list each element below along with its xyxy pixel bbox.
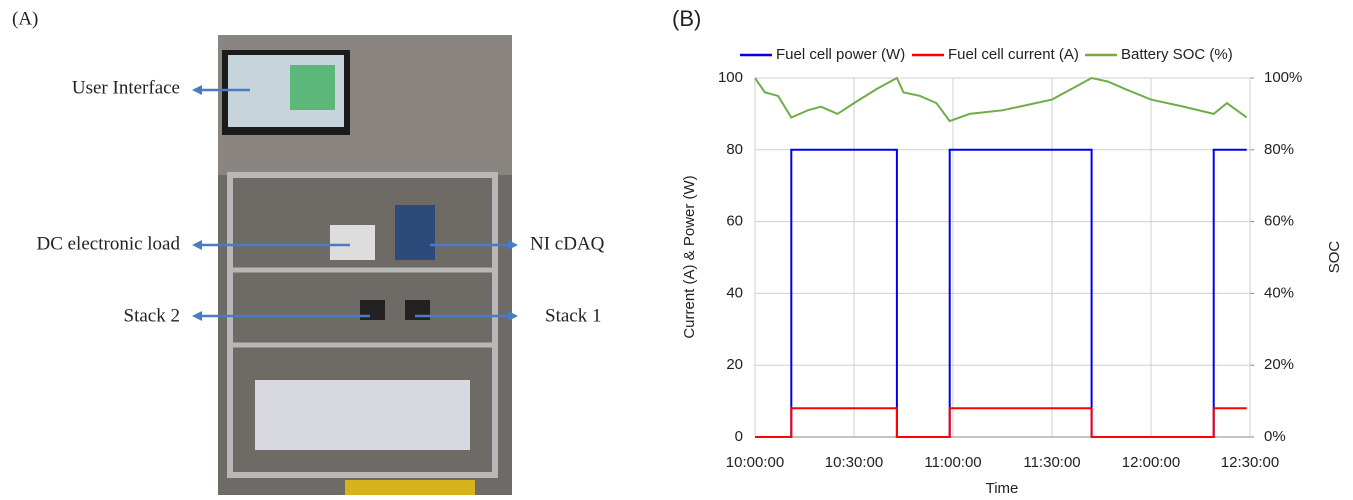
callout: DC electronic load [36, 233, 180, 254]
series-line [754, 76, 1248, 123]
y2-axis-title: SOC [1326, 241, 1343, 274]
x-tick-label: 10:00:00 [726, 454, 784, 471]
photo [218, 35, 512, 495]
callout: Stack 1 [545, 305, 601, 326]
y2-tick-label: 40% [1264, 284, 1294, 301]
legend-label: Fuel cell power (W) [776, 46, 905, 63]
callout: User Interface [72, 77, 180, 98]
y-axis-title: Current (A) & Power (W) [681, 175, 698, 338]
x-tick-label: 11:30:00 [1023, 454, 1080, 471]
y-tick-label: 80 [726, 141, 743, 158]
series-line [755, 148, 1247, 438]
y-tick-label: 100 [718, 69, 743, 86]
legend-label: Fuel cell current (A) [948, 46, 1079, 63]
series-line [755, 407, 1247, 438]
panel-label: (B) [672, 6, 701, 31]
y2-tick-label: 80% [1264, 141, 1294, 158]
legend-label: Battery SOC (%) [1121, 46, 1233, 63]
y-tick-label: 60 [726, 213, 743, 230]
y2-tick-label: 20% [1264, 356, 1294, 373]
x-axis-title: Time [986, 480, 1019, 497]
y-tick-label: 0 [735, 428, 743, 445]
callout: NI cDAQ [530, 233, 605, 254]
y-tick-label: 20 [726, 356, 743, 373]
x-tick-label: 11:00:00 [924, 454, 981, 471]
panel-label: (A) [12, 8, 38, 29]
x-tick-label: 10:30:00 [825, 454, 883, 471]
y2-tick-label: 0% [1264, 428, 1286, 445]
x-tick-label: 12:30:00 [1221, 454, 1279, 471]
y2-tick-label: 100% [1264, 69, 1302, 86]
callout-arrows [192, 85, 518, 321]
callout: Stack 2 [124, 305, 180, 326]
x-tick-label: 12:00:00 [1122, 454, 1180, 471]
y2-tick-label: 60% [1264, 213, 1294, 230]
y-tick-label: 40 [726, 284, 743, 301]
